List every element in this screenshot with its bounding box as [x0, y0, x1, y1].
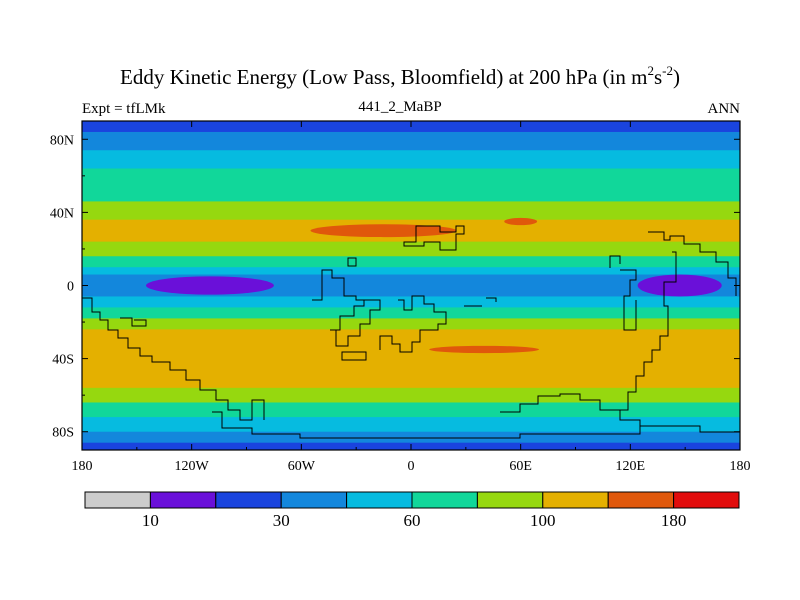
- title-exponent-2: -2: [662, 63, 673, 78]
- coast-antarctic-rise: [500, 393, 641, 426]
- coast-med-spot: [347, 257, 357, 267]
- contour-band-1: [82, 131, 740, 151]
- title-close-paren: ): [672, 65, 680, 89]
- coast-madagascar: [341, 351, 367, 361]
- nh-jet-max-asia: [504, 217, 538, 226]
- colorbar-swatch-3: [280, 491, 348, 509]
- x-tick-label-3: 0: [408, 459, 415, 474]
- contour-band-17: [82, 431, 740, 444]
- contour-band-14: [82, 387, 740, 403]
- colorbar-label-0: 10: [142, 511, 159, 530]
- contour-band-12: [82, 318, 740, 330]
- contour-band-11: [82, 307, 740, 319]
- coast-west-africa: [312, 269, 370, 301]
- colorbar: 10 30 60 100 180: [84, 491, 740, 530]
- colorbar-label-2: 60: [404, 511, 421, 530]
- nh-jet-max-atlantic: [310, 224, 457, 238]
- y-tick-label-2: 0: [67, 280, 74, 295]
- x-tick-label-6: 180: [730, 459, 751, 474]
- contour-band-16: [82, 417, 740, 433]
- colorbar-label-1: 30: [273, 511, 290, 530]
- colorbar-swatch-6: [476, 491, 544, 509]
- coast-indonesia-east: [620, 251, 677, 411]
- coast-indonesia-west: [620, 269, 637, 331]
- pacific-minimum-east: [637, 274, 722, 297]
- colorbar-swatch-1: [149, 491, 217, 509]
- coast-europe: [403, 225, 465, 251]
- contour-band-10: [82, 296, 740, 308]
- x-tick-label-1: 120W: [175, 459, 210, 474]
- contour-band-3: [82, 168, 740, 202]
- colorbar-swatch-4: [346, 491, 413, 509]
- experiment-label: Expt = tfLMk: [82, 101, 166, 117]
- contour-band-4: [82, 201, 740, 221]
- land-outlines: [82, 225, 740, 439]
- contour-band-2: [82, 150, 740, 170]
- coast-arabia: [379, 295, 447, 353]
- title-text: Eddy Kinetic Energy (Low Pass, Bloomfiel…: [120, 65, 648, 89]
- y-tick-label-3: 40S: [52, 353, 74, 368]
- contour-features: [145, 217, 722, 354]
- contour-band-15: [82, 402, 740, 418]
- title-exponent-1: 2: [647, 63, 654, 78]
- season-label: ANN: [707, 101, 741, 117]
- colorbar-swatch-9: [673, 491, 740, 509]
- contour-band-8: [82, 267, 740, 276]
- x-tick-label-2: 60W: [288, 459, 316, 474]
- coast-east-asia: [648, 231, 737, 296]
- colorbar-label-4: 180: [661, 511, 687, 530]
- coast-central-islands: [120, 317, 147, 327]
- coast-australia: [609, 255, 621, 268]
- colorbar-swatch-0: [84, 491, 151, 509]
- x-tick-label-0: 180: [72, 459, 93, 474]
- pacific-minimum-west: [145, 276, 274, 295]
- contour-band-13: [82, 329, 740, 389]
- colorbar-swatch-7: [542, 491, 609, 509]
- y-tick-label-4: 80S: [52, 426, 74, 441]
- colorbar-swatch-5: [411, 491, 478, 509]
- colorbar-swatch-2: [215, 491, 282, 509]
- x-tick-label-4: 60E: [509, 459, 532, 474]
- sh-jet-max: [429, 345, 539, 354]
- y-tick-label-0: 80N: [50, 133, 74, 148]
- case-label: 441_2_MaBP: [358, 99, 442, 115]
- contour-band-6: [82, 241, 740, 257]
- colorbar-swatch-8: [607, 491, 675, 509]
- title-unit-s: s: [653, 65, 663, 89]
- coast-bay-bengal: [464, 297, 497, 307]
- axis-ticks: 180 120W 60W 0 60E 120E 180 80N 40N 0 40S 80S: [50, 121, 751, 474]
- y-tick-label-1: 40N: [50, 206, 74, 221]
- colorbar-label-3: 100: [530, 511, 556, 530]
- coast-patagonia: [212, 411, 740, 439]
- x-tick-label-5: 120E: [616, 459, 646, 474]
- coast-africa-south: [330, 299, 381, 347]
- chart-title: Eddy Kinetic Energy (Low Pass, Bloomfiel…: [0, 64, 800, 90]
- contour-band-7: [82, 256, 740, 268]
- coast-south-america: [82, 297, 265, 421]
